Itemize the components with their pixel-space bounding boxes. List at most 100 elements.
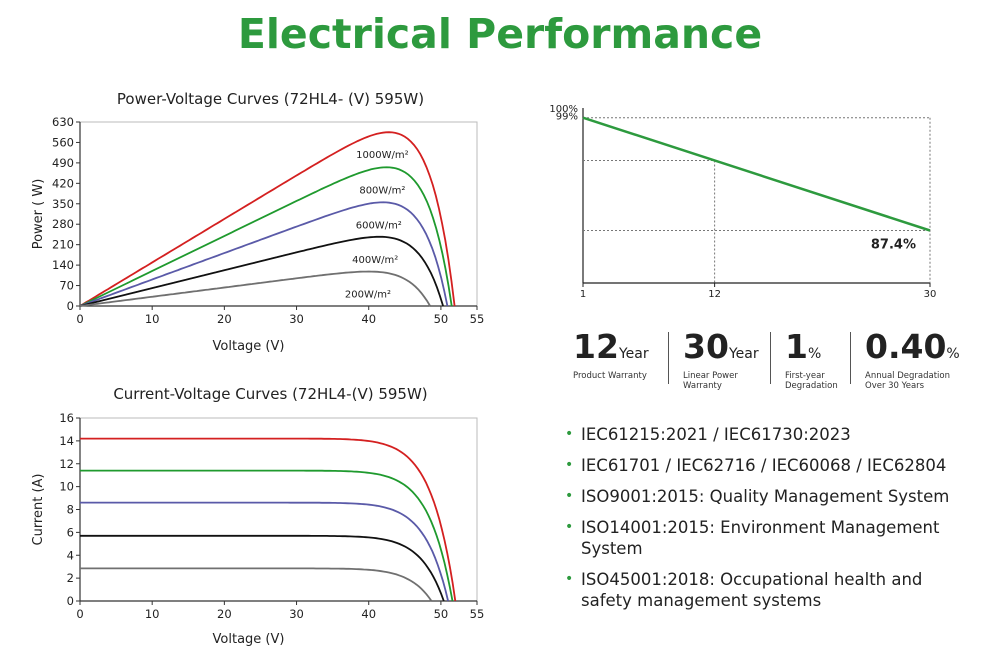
x-tick-label: 12 — [708, 289, 721, 300]
chart-title: Current-Voltage Curves (72HL4-(V) 595W) — [113, 385, 427, 403]
plot-frame — [79, 417, 478, 602]
x-tick-label: 50 — [434, 312, 449, 326]
bullet-icon: • — [565, 519, 574, 535]
series-label: 800W/m² — [359, 185, 405, 196]
certification-text: ISO14001:2015: Environment Management Sy… — [581, 518, 940, 558]
series-line — [80, 469, 454, 602]
y-tick-label: 99% — [556, 112, 578, 123]
stat-unit: Year — [618, 346, 649, 362]
degradation-line — [582, 116, 931, 232]
stat-value: 0.40 — [865, 327, 947, 366]
stat-label: Annual Degradation Over 30 Years — [865, 371, 951, 391]
x-tick-label: 0 — [76, 607, 83, 621]
bullet-icon: • — [565, 571, 574, 587]
stat-label: Linear Power Warranty — [683, 371, 738, 391]
y-tick-label: 70 — [59, 279, 74, 293]
stat-label: Product Warranty — [573, 371, 647, 381]
y-tick-label: 0 — [67, 299, 74, 313]
y-axis-label: Power ( W) — [31, 179, 46, 250]
y-tick-label: 560 — [52, 135, 74, 149]
y-tick-label: 280 — [52, 217, 74, 231]
y-tick-label: 6 — [67, 525, 74, 539]
y-tick-label: 630 — [52, 115, 74, 129]
chart-title: Power-Voltage Curves (72HL4- (V) 595W) — [117, 90, 424, 108]
y-tick-label: 210 — [52, 238, 74, 252]
y-tick-label: 10 — [59, 480, 74, 494]
series-line — [79, 235, 444, 307]
x-tick-label: 55 — [470, 312, 485, 326]
x-tick-label: 50 — [434, 607, 449, 621]
x-tick-label: 10 — [145, 312, 160, 326]
stat-divider — [850, 332, 851, 384]
y-tick-label: 0 — [67, 594, 74, 608]
certification-list: • IEC61215:2021 / IEC61730:2023 • IEC61701… — [563, 424, 983, 611]
stat-label: First-year Degradation — [785, 371, 838, 391]
stat-divider — [668, 332, 669, 384]
stat-value: 12 — [573, 327, 619, 366]
stat-linear-warranty: 30Year Linear Power Warranty — [683, 327, 759, 392]
certification-text: IEC61215:2021 / IEC61730:2023 — [581, 425, 851, 444]
stat-divider — [770, 332, 771, 384]
certification-text: IEC61701 / IEC62716 / IEC60068 / IEC6280… — [581, 456, 947, 475]
x-axis-label: Voltage (V) — [213, 339, 285, 354]
bullet-icon: • — [565, 457, 574, 473]
stat-unit: Year — [728, 346, 759, 362]
y-tick-label: 12 — [59, 457, 74, 471]
certification-item: • IEC61215:2021 / IEC61730:2023 — [563, 424, 983, 445]
y-tick-label: 2 — [67, 571, 74, 585]
series-label: 200W/m² — [345, 290, 391, 301]
x-tick-label: 55 — [470, 607, 485, 621]
page-title: Electrical Performance — [237, 10, 763, 58]
series-label: 600W/m² — [356, 220, 402, 231]
y-tick-label: 100% — [549, 104, 578, 115]
stat-first-year-degradation: 1% First-year Degradation — [785, 327, 838, 392]
series-line — [79, 270, 431, 307]
y-tick-label: 4 — [67, 548, 74, 562]
end-value-annotation: 87.4% — [871, 238, 916, 253]
x-axis-label: Voltage (V) — [213, 632, 285, 647]
series-label: 1000W/m² — [356, 150, 408, 161]
x-tick-label: 1 — [580, 289, 586, 300]
stat-value: 1 — [785, 327, 808, 366]
x-tick-label: 30 — [289, 607, 304, 621]
series-label: 400W/m² — [352, 255, 398, 266]
y-tick-label: 420 — [52, 176, 74, 190]
stat-value: 30 — [683, 327, 729, 366]
x-tick-label: 40 — [361, 312, 376, 326]
stat-annual-degradation: 0.40% Annual Degradation Over 30 Years — [865, 327, 960, 392]
bullet-icon: • — [565, 426, 574, 442]
series-line — [79, 166, 453, 307]
series-line — [79, 131, 456, 307]
series-line — [80, 534, 445, 602]
bullet-icon: • — [565, 488, 574, 504]
y-tick-label: 14 — [59, 434, 74, 448]
y-tick-label: 16 — [59, 411, 74, 425]
stat-unit: % — [946, 346, 960, 362]
x-tick-label: 30 — [289, 312, 304, 326]
x-tick-label: 0 — [76, 312, 83, 326]
certification-item: • IEC61701 / IEC62716 / IEC60068 / IEC628… — [563, 455, 983, 476]
certification-item: • ISO45001:2018: Occupational health and … — [563, 569, 931, 611]
stat-unit: % — [807, 346, 822, 362]
x-tick-label: 10 — [145, 607, 160, 621]
certification-item: • ISO14001:2015: Environment Management S… — [563, 517, 951, 559]
series-line — [80, 437, 457, 602]
x-tick-label: 20 — [217, 312, 232, 326]
y-tick-label: 350 — [52, 197, 74, 211]
certification-item: • ISO9001:2015: Quality Management System — [563, 486, 983, 507]
series-line — [80, 501, 449, 602]
y-tick-label: 140 — [52, 258, 74, 272]
x-tick-label: 20 — [217, 607, 232, 621]
y-tick-label: 490 — [52, 156, 74, 170]
certification-text: ISO9001:2015: Quality Management System — [581, 487, 950, 506]
y-axis-label: Current (A) — [31, 474, 46, 546]
stat-product-warranty: 12Year Product Warranty — [573, 327, 649, 382]
x-tick-label: 40 — [361, 607, 376, 621]
x-tick-label: 30 — [924, 289, 937, 300]
series-line — [79, 201, 449, 307]
y-tick-label: 8 — [67, 503, 74, 517]
certification-text: ISO45001:2018: Occupational health and s… — [581, 570, 923, 610]
warranty-stats: 12Year Product Warranty 30Year Linear Po… — [565, 327, 965, 392]
series-line — [80, 567, 433, 602]
